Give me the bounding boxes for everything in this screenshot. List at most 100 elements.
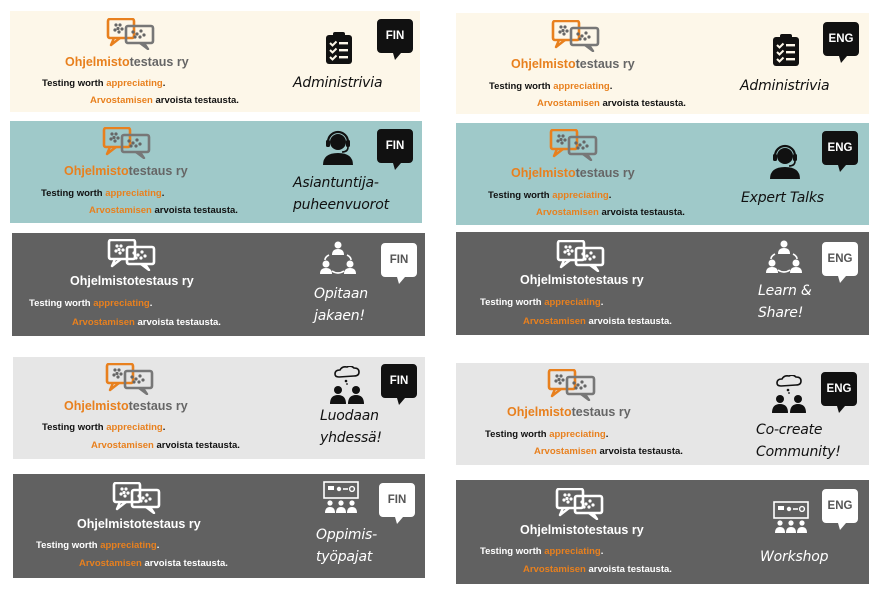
language-badge-label: ENG [827,141,853,154]
brand-name-part2: testaus ry [571,405,631,419]
tagline-text: arvoista testausta. [599,98,686,109]
language-badge: ENG [821,372,861,416]
brand-name-part2: testaus ry [575,166,635,180]
tagline-text: Testing worth [485,429,550,440]
tagline-text: Testing worth [41,188,106,199]
tagline-finnish: Arvostamisen arvoista testausta. [79,558,228,569]
category-label: Administrivia [293,75,383,91]
banner-workshop-eng: Ohjelmistotestaus ry Testing worth apprec… [456,480,869,584]
language-badge: ENG [822,131,862,175]
logo-icon [556,240,605,272]
tagline-text: . [149,298,153,309]
category-label: Expert Talks [741,190,824,206]
tagline-english: Testing worth appreciating. [489,81,612,92]
tagline-finnish: Arvostamisen arvoista testausta. [523,564,672,575]
speech-bubble-icon [823,22,859,63]
tagline-accent: appreciating [106,78,163,89]
brand-name-part1: Ohjelmisto [70,274,135,288]
speech-bubble-icon [377,19,413,60]
tagline-finnish: Arvostamisen arvoista testausta. [72,317,221,328]
language-badge-label: FIN [385,139,405,152]
brand-name-part2: testaus ry [584,523,644,537]
tagline-text: Testing worth [29,298,94,309]
banner-workshop-fin: Ohjelmistotestaus ry Testing worth apprec… [13,474,425,578]
category-label: Asiantuntija-puheenvuorot [293,172,389,216]
language-badge-label: FIN [389,253,409,266]
tagline-finnish: Arvostamisen arvoista testausta. [90,95,239,106]
brand-name: Ohjelmistotestaus ry [65,55,189,69]
tagline-text: Testing worth [42,78,107,89]
tagline-text: Testing worth [36,540,101,551]
tagline-accent: appreciating [93,298,150,309]
logo-icon [112,482,161,514]
tagline-text: . [161,188,165,199]
brand-name-part2: testaus ry [134,274,194,288]
logo-icon [105,363,154,395]
speech-bubble-icon [381,364,417,405]
brand-name: Ohjelmistotestaus ry [64,399,188,413]
brand-name-part2: testaus ry [129,55,189,69]
tagline-text: . [608,190,612,201]
speech-bubble-icon [822,242,858,283]
category-label-line1: Oppimis- [316,527,377,543]
language-badge: FIN [377,129,417,173]
category-label: Oppimis-työpajat [316,524,377,568]
tagline-accent: Arvostamisen [536,207,599,218]
tagline-finnish: Arvostamisen arvoista testausta. [91,440,240,451]
tagline-text: arvoista testausta. [152,95,239,106]
tagline-english: Testing worth appreciating. [42,78,165,89]
logo-icon [549,129,598,161]
tagline-accent: Arvostamisen [89,205,152,216]
tagline-accent: Arvostamisen [72,317,135,328]
category-label-line1: Asiantuntija- [293,175,379,191]
people-sharing-icon [764,239,804,282]
category-label-line1: Learn & [758,283,812,299]
category-label-line1: Opitaan [314,286,368,302]
tagline-text: arvoista testausta. [134,317,221,328]
category-label-line1: Co-create [756,422,823,438]
speech-bubble-icon [377,129,413,170]
banner-administrivia-fin: Ohjelmistotestaus ry Testing worth apprec… [10,11,420,112]
tagline-accent: Arvostamisen [91,440,154,451]
tagline-english: Testing worth appreciating. [485,429,608,440]
brand-name: Ohjelmistotestaus ry [511,57,635,71]
workshop-board-icon [771,500,811,541]
tagline-text: Testing worth [480,546,545,557]
brand-name-part1: Ohjelmisto [507,405,572,419]
brand-name-part1: Ohjelmisto [520,523,585,537]
clipboard-checklist-icon [769,33,803,72]
brand-name-part1: Ohjelmisto [64,164,129,178]
tagline-finnish: Arvostamisen arvoista testausta. [536,207,685,218]
thought-cloud-people-icon [769,374,809,420]
tagline-accent: Arvostamisen [79,558,142,569]
tagline-text: . [609,81,613,92]
speech-bubble-icon [381,243,417,284]
brand-name-part1: Ohjelmisto [64,399,129,413]
tagline-english: Testing worth appreciating. [42,422,165,433]
brand-name-part1: Ohjelmisto [520,273,585,287]
brand-name-part2: testaus ry [128,399,188,413]
speaker-headset-icon [767,143,803,184]
category-label-line2: puheenvuorot [293,197,389,213]
tagline-text: arvoista testausta. [598,207,685,218]
category-label: Co-create Community! [756,419,841,463]
language-badge: FIN [379,483,419,527]
tagline-accent: Arvostamisen [537,98,600,109]
brand-name-part2: testaus ry [141,517,201,531]
tagline-text: . [156,540,160,551]
tagline-accent: appreciating [544,546,601,557]
tagline-english: Testing worth appreciating. [36,540,159,551]
language-badge: FIN [381,243,421,287]
brand-name-part1: Ohjelmisto [65,55,130,69]
logo-icon [547,369,596,401]
tagline-text: . [162,422,166,433]
tagline-finnish: Arvostamisen arvoista testausta. [89,205,238,216]
tagline-text: Testing worth [42,422,107,433]
brand-name: Ohjelmistotestaus ry [520,523,644,537]
brand-name: Ohjelmistotestaus ry [511,166,635,180]
tagline-accent: appreciating [552,190,609,201]
clipboard-checklist-icon [322,31,356,70]
language-badge-label: ENG [827,252,853,265]
brand-name-part2: testaus ry [575,57,635,71]
speech-bubble-icon [822,489,858,530]
